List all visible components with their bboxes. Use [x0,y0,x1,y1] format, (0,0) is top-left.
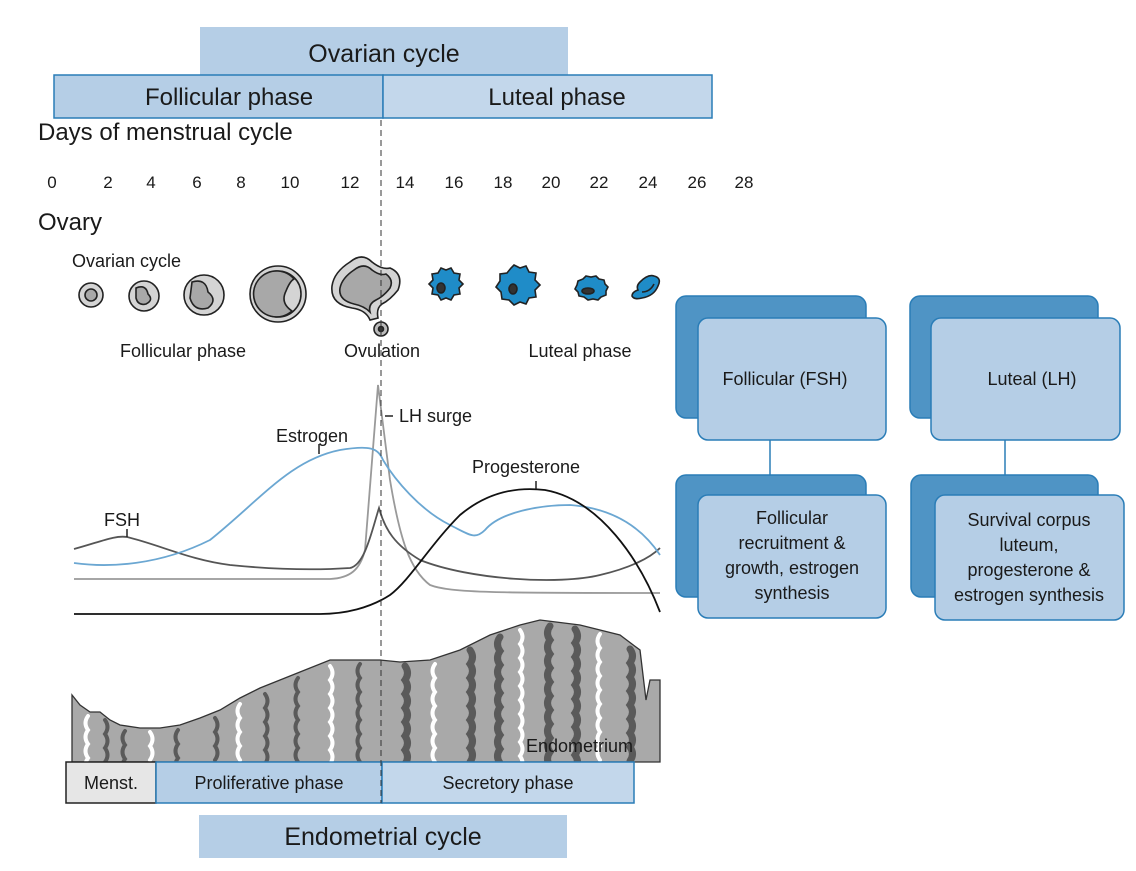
ovarian-cycle-title: Ovarian cycle [308,40,459,68]
day-tick-label: 6 [192,173,201,192]
endometrial-cycle-bar [199,815,567,858]
secretory-label: Secretory phase [442,773,573,793]
endometrial-gland-stripe [147,730,155,762]
endometrial-gland-stripe [355,662,363,764]
follicular-fsh-title: Follicular (FSH) [722,369,847,389]
endometrial-gland-stripe [430,662,438,764]
endometrial-gland-stripe [544,622,555,770]
ovulation-label: Ovulation [344,341,420,361]
luteal-box [930,317,1121,441]
days-label: Days of menstrual cycle [38,119,293,146]
luteal-lh-title: Luteal (LH) [987,369,1076,389]
proliferative-label: Proliferative phase [194,773,343,793]
endometrial-cycle-title: Endometrial cycle [284,823,481,851]
day-tick-label: 20 [542,173,561,192]
luteal-desc-line: luteum, [999,535,1058,555]
follicular-desc-line: growth, estrogen [725,558,859,578]
luteal-desc-line: Survival corpus [967,510,1090,530]
lh-surge-label: LH surge [399,406,472,426]
fsh-label: FSH [104,510,140,530]
progesterone-curve [74,488,661,615]
luteal-phase-label: Luteal phase [488,84,625,111]
day-tick-label: 2 [103,173,112,192]
endometrial-gland-stripe [102,718,110,764]
ovarian-cycle-label: Ovarian cycle [72,251,181,271]
secretory-phase-bar [381,761,635,804]
day-tick-label: 16 [445,173,464,192]
follicular-desc-line: Follicular [756,508,828,528]
luteal-phase-ovary-label: Luteal phase [528,341,631,361]
follicles [78,256,401,337]
day-tick-label: 12 [341,173,360,192]
endometrial-gland-stripe [494,633,505,767]
day-tick-label: 22 [590,173,609,192]
endometrial-gland-stripe [262,692,270,766]
follicular-desc-box [697,494,887,619]
follicular-box [697,317,887,441]
day-tick-label: 4 [146,173,155,192]
endometrium-label: Endometrium [526,736,633,756]
endometrial-gland-stripe [570,625,581,773]
endometrial-gland-stripe [517,628,525,772]
endometrial-gland-stripe [400,662,411,768]
day-tick-label: 28 [735,173,754,192]
fsh-curve [73,504,661,581]
endometrial-gland-stripe [293,676,301,764]
endometrial-gland-stripe [595,632,603,762]
ovary-title: Ovary [38,209,102,236]
endometrial-gland-stripe [212,716,220,762]
luteal-desc-box [934,494,1125,621]
day-tick-label: 26 [688,173,707,192]
follicular-desc-line: recruitment & [738,533,845,553]
progesterone-label: Progesterone [472,457,580,477]
estrogen-curve [73,446,661,566]
estrogen-label: Estrogen [276,426,348,446]
luteal-desc-line: estrogen synthesis [954,585,1104,605]
day-tick-label: 10 [281,173,300,192]
day-tick-label: 14 [396,173,415,192]
proliferative-phase-bar [155,761,383,804]
lh-curve [74,384,661,594]
follicular-phase-label: Follicular phase [145,84,313,111]
ovarian-cycle-bar [200,27,568,75]
day-tick-label: 0 [47,173,56,192]
day-tick-label: 18 [494,173,513,192]
endometrial-gland-stripe [625,645,636,765]
day-tick-label: 24 [639,173,658,192]
endometrial-gland-stripe [465,646,476,766]
luteal-phase-bar [382,74,713,119]
follicular-desc-line: synthesis [754,583,829,603]
endometrial-gland-stripe [235,702,243,762]
follicular-phase-bar [53,74,384,119]
corpus-luteum [427,264,661,306]
label-leader-lines [126,415,537,537]
endometrium-illustration [71,619,661,775]
endometrial-gland-stripe [327,664,335,766]
follicular-phase-ovary-label: Follicular phase [120,341,246,361]
menst-label: Menst. [84,773,138,793]
luteal-desc-line: progesterone & [967,560,1090,580]
menstrual-phase-bar [65,761,157,804]
day-tick-label: 8 [236,173,245,192]
